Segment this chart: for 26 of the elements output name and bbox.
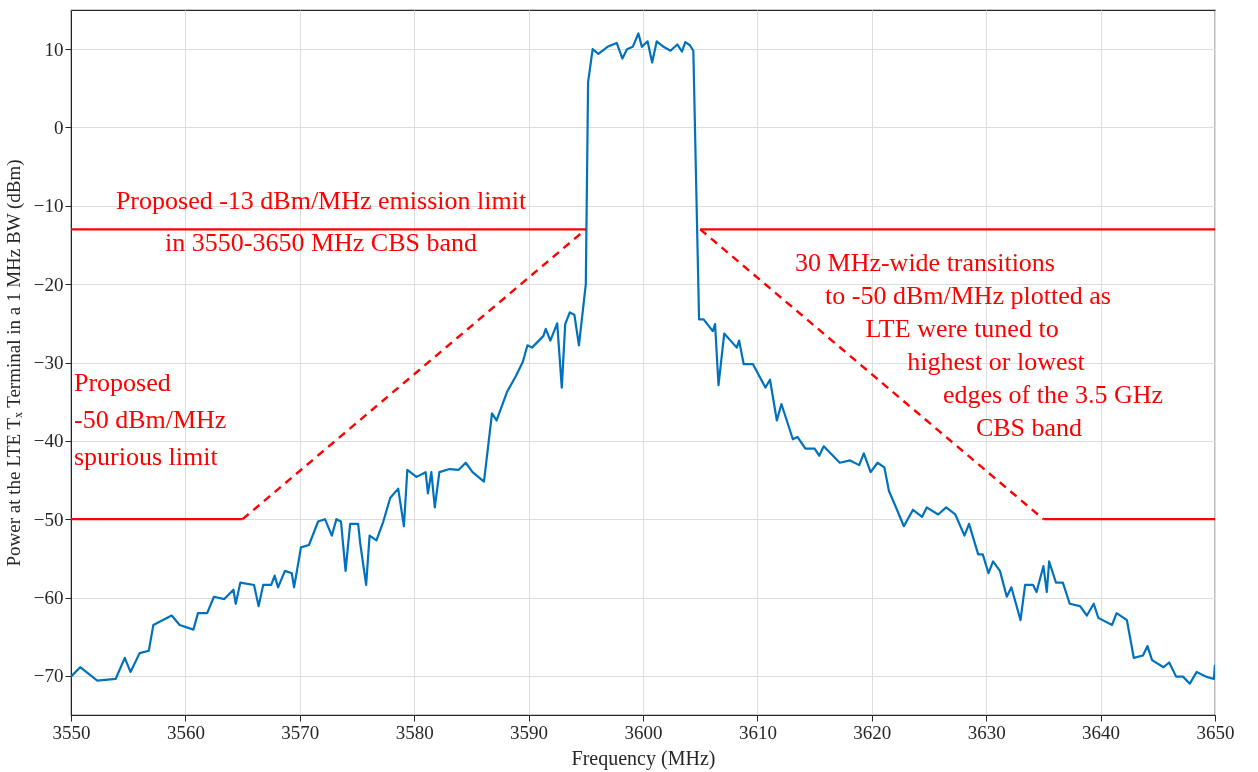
x-tick-label: 3550 (52, 721, 91, 743)
y-tick-label: 10 (44, 38, 64, 60)
y-tick-label: −30 (33, 352, 64, 373)
y-tick-label: −10 (33, 195, 64, 217)
x-tick-label: 3630 (967, 721, 1006, 743)
x-tick-label: 3650 (1196, 721, 1235, 743)
y-axis-title: Power at the LTE Tₓ Terminal in a 1 MHz BW (dBm) (2, 159, 25, 567)
y-tick-label: −70 (33, 665, 64, 687)
line-series (71, 32, 1215, 685)
annotation: Proposed -50 dBm/MHz spurious limit (74, 368, 227, 471)
x-tick-label: 3640 (1082, 721, 1121, 743)
y-tick-label: −50 (33, 508, 64, 530)
x-tick-label: 3570 (281, 721, 320, 743)
x-tick-label: 3590 (510, 721, 549, 743)
x-tick-label: 3560 (166, 721, 205, 743)
y-tick-label: −60 (33, 587, 64, 608)
annotation: Proposed -13 dBm/MHz emission limit in 3550-3650 MHz CBS band (115, 186, 527, 257)
annotation: 30 MHz-wide transitions to -50 dBm/MHz plotted as LTE were tuned to highest or lowest edges of the 3.5 GHz CBS band (795, 247, 1164, 442)
x-tick-label: 3600 (624, 721, 663, 743)
y-tick-label: 0 (54, 117, 64, 138)
x-tick-label: 3610 (738, 721, 777, 743)
x-tick-label: 3620 (853, 721, 892, 743)
y-tick-label: −20 (33, 273, 64, 295)
x-axis-title: Frequency (MHz) (571, 746, 716, 770)
y-tick-label: −40 (33, 430, 64, 452)
x-tick-label: 3580 (395, 721, 434, 743)
